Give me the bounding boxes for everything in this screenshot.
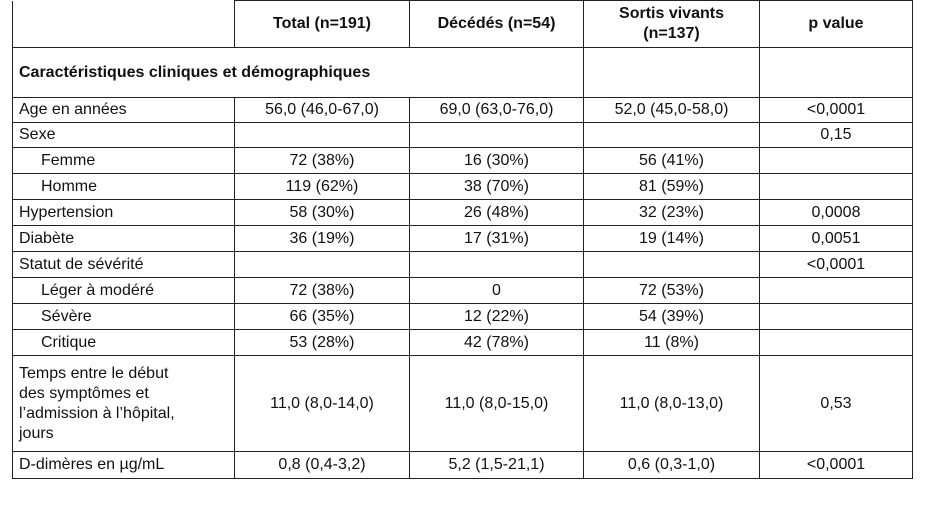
- cell-survivors: 19 (14%): [583, 225, 760, 252]
- table-row: Hypertension 58 (30%) 26 (48%) 32 (23%) …: [12, 199, 913, 226]
- row-label-multiline: Temps entre le début des symptômes et l’…: [12, 355, 235, 452]
- cell-survivors: 81 (59%): [583, 173, 760, 200]
- cell-pvalue: <0,0001: [759, 251, 913, 278]
- table-row: Critique 53 (28%) 42 (78%) 11 (8%): [12, 329, 913, 356]
- cell-pvalue: [759, 277, 913, 304]
- row-label-line: l’admission à l’hôpital,: [19, 404, 175, 422]
- cell-pvalue: 0,0008: [759, 199, 913, 226]
- cell-total: 66 (35%): [234, 303, 410, 330]
- header-survivors-line1: Sortis vivants: [619, 5, 724, 22]
- header-deceased: Décédés (n=54): [409, 0, 584, 48]
- cell-deceased: 16 (30%): [409, 147, 584, 174]
- row-label: Léger à modéré: [12, 277, 235, 304]
- cell-pvalue: 0,0051: [759, 225, 913, 252]
- cell-survivors: 11 (8%): [583, 329, 760, 356]
- table-row: Femme 72 (38%) 16 (30%) 56 (41%): [12, 147, 913, 174]
- cell-total: 72 (38%): [234, 147, 410, 174]
- cell-pvalue: <0,0001: [759, 97, 913, 123]
- table-row: Sexe 0,15: [12, 122, 913, 148]
- cell-pvalue: 0,15: [759, 122, 913, 148]
- cell-deceased: [409, 251, 584, 278]
- cell-total: 58 (30%): [234, 199, 410, 226]
- row-label-line: Temps entre le début: [19, 364, 169, 382]
- table-row: Temps entre le début des symptômes et l’…: [12, 355, 913, 452]
- header-total: Total (n=191): [234, 0, 410, 48]
- cell-total: 11,0 (8,0-14,0): [234, 355, 410, 452]
- cell-total: 56,0 (46,0-67,0): [234, 97, 410, 123]
- section-empty-cell: [583, 47, 760, 98]
- cell-survivors: [583, 251, 760, 278]
- table-row: Léger à modéré 72 (38%) 0 72 (53%): [12, 277, 913, 304]
- header-pvalue: p value: [759, 0, 913, 48]
- cell-deceased: 0: [409, 277, 584, 304]
- cell-survivors: 52,0 (45,0-58,0): [583, 97, 760, 123]
- row-label: Hypertension: [12, 199, 235, 226]
- row-label: Sexe: [12, 122, 235, 148]
- cell-pvalue: 0,53: [759, 355, 913, 452]
- cell-pvalue: [759, 329, 913, 356]
- cell-pvalue: [759, 173, 913, 200]
- header-survivors: Sortis vivants (n=137): [583, 0, 760, 48]
- header-row: Total (n=191) Décédés (n=54) Sortis viva…: [12, 0, 913, 48]
- cell-pvalue: <0,0001: [759, 451, 913, 479]
- cell-deceased: 69,0 (63,0-76,0): [409, 97, 584, 123]
- row-label: Critique: [12, 329, 235, 356]
- cell-survivors: 56 (41%): [583, 147, 760, 174]
- cell-deceased: 26 (48%): [409, 199, 584, 226]
- cell-deceased: 17 (31%): [409, 225, 584, 252]
- cell-total: [234, 251, 410, 278]
- cell-deceased: 42 (78%): [409, 329, 584, 356]
- row-label: Statut de sévérité: [12, 251, 235, 278]
- row-label: Homme: [12, 173, 235, 200]
- row-label: Diabète: [12, 225, 235, 252]
- row-label-line: jours: [19, 424, 54, 442]
- cell-survivors: 32 (23%): [583, 199, 760, 226]
- section-title: Caractéristiques cliniques et démographi…: [12, 47, 584, 98]
- header-blank-cell: [12, 0, 235, 48]
- cell-total: 72 (38%): [234, 277, 410, 304]
- table-row: Diabète 36 (19%) 17 (31%) 19 (14%) 0,005…: [12, 225, 913, 252]
- cell-survivors: 0,6 (0,3-1,0): [583, 451, 760, 479]
- section-empty-cell: [759, 47, 913, 98]
- row-label: D-dimères en µg/mL: [12, 451, 235, 479]
- cell-deceased: 38 (70%): [409, 173, 584, 200]
- table-container: Total (n=191) Décédés (n=54) Sortis viva…: [12, 0, 913, 479]
- cell-total: 36 (19%): [234, 225, 410, 252]
- cell-survivors: 11,0 (8,0-13,0): [583, 355, 760, 452]
- row-label: Age en années: [12, 97, 235, 123]
- header-survivors-line2: (n=137): [643, 25, 700, 42]
- cell-pvalue: [759, 303, 913, 330]
- row-label-line: des symptômes et: [19, 384, 149, 402]
- cell-survivors: [583, 122, 760, 148]
- table-row: Statut de sévérité <0,0001: [12, 251, 913, 278]
- cell-total: 119 (62%): [234, 173, 410, 200]
- cell-pvalue: [759, 147, 913, 174]
- table-row: Homme 119 (62%) 38 (70%) 81 (59%): [12, 173, 913, 200]
- cell-deceased: 5,2 (1,5-21,1): [409, 451, 584, 479]
- table-row: Age en années 56,0 (46,0-67,0) 69,0 (63,…: [12, 97, 913, 123]
- cell-survivors: 72 (53%): [583, 277, 760, 304]
- cell-total: [234, 122, 410, 148]
- cell-survivors: 54 (39%): [583, 303, 760, 330]
- table-row: D-dimères en µg/mL 0,8 (0,4-3,2) 5,2 (1,…: [12, 451, 913, 479]
- cell-deceased: 12 (22%): [409, 303, 584, 330]
- cell-total: 53 (28%): [234, 329, 410, 356]
- clinical-characteristics-table: Total (n=191) Décédés (n=54) Sortis viva…: [12, 0, 913, 479]
- table-row: Sévère 66 (35%) 12 (22%) 54 (39%): [12, 303, 913, 330]
- cell-total: 0,8 (0,4-3,2): [234, 451, 410, 479]
- row-label: Femme: [12, 147, 235, 174]
- cell-deceased: 11,0 (8,0-15,0): [409, 355, 584, 452]
- section-row: Caractéristiques cliniques et démographi…: [12, 47, 913, 98]
- row-label: Sévère: [12, 303, 235, 330]
- cell-deceased: [409, 122, 584, 148]
